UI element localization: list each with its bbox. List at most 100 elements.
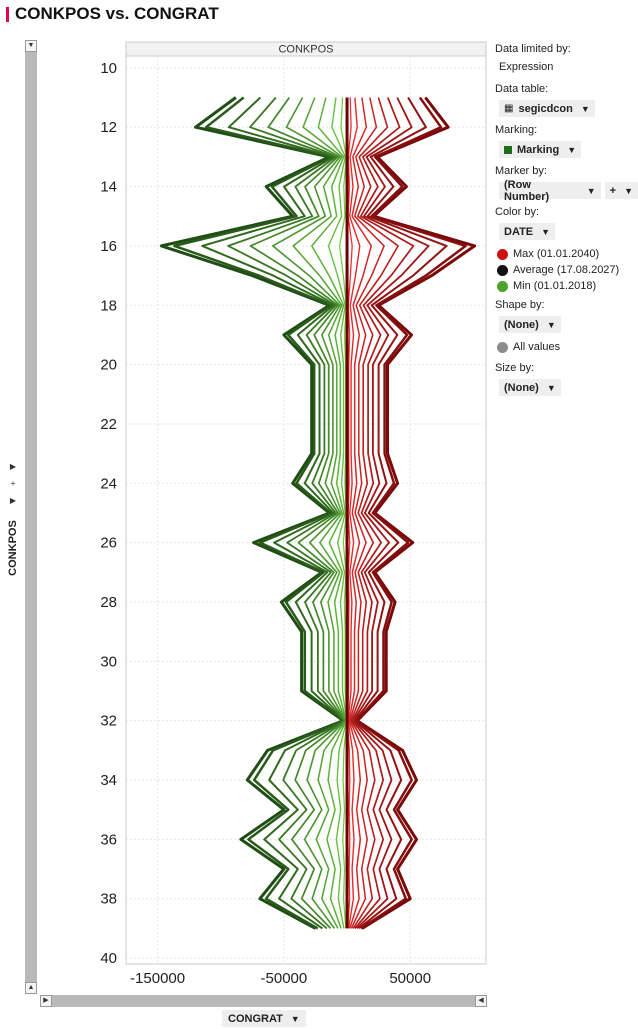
title-accent xyxy=(6,6,9,22)
marker-by-add: + xyxy=(609,184,617,197)
panel-title: CONKPOS xyxy=(278,44,333,56)
y-tick-label: 40 xyxy=(100,950,117,967)
x-tick-label: -150000 xyxy=(130,970,185,987)
y-tick-label: 32 xyxy=(100,713,117,730)
color-dot-icon xyxy=(497,248,508,260)
green-series-line xyxy=(327,97,348,929)
y-tick-label: 18 xyxy=(100,297,117,314)
axis-collapse-icon[interactable]: ▶ xyxy=(9,496,17,505)
y-tick-label: 38 xyxy=(100,891,117,908)
legend-panel: Data limited by: Expression Data table: … xyxy=(495,42,638,402)
chevron-down-icon: ▼ xyxy=(567,144,577,155)
color-by-value: DATE xyxy=(504,225,534,238)
legend-item-label: Average (17.08.2027) xyxy=(513,264,620,276)
red-series-line xyxy=(350,97,399,929)
y-tick-label: 30 xyxy=(100,653,117,670)
marking-dropdown[interactable]: Marking ▼ xyxy=(499,141,582,158)
axis-add-icon[interactable]: + xyxy=(10,479,16,488)
chevron-down-icon: ▼ xyxy=(580,103,590,114)
y-tick-label: 12 xyxy=(100,119,117,136)
legend-item-min[interactable]: Min (01.01.2018) xyxy=(497,278,638,294)
green-series-line xyxy=(201,96,346,930)
y-tick-label: 20 xyxy=(100,357,117,374)
legend-item-label: Max (01.01.2040) xyxy=(513,248,600,260)
chevron-down-icon: ▼ xyxy=(546,319,556,330)
axis-ticks: 10 12 14 16 18 20 22 24 26 28 30 32 34 36 38 40 -150000 -… xyxy=(100,60,431,987)
shape-dot-icon xyxy=(497,341,508,353)
color-dot-icon xyxy=(497,280,508,292)
red-series-line xyxy=(348,97,373,929)
plot-frame xyxy=(125,55,487,965)
green-series-line xyxy=(292,97,347,929)
legend-item-max[interactable]: Max (01.01.2040) xyxy=(497,246,638,262)
line-chart: CONKPOS 10 12 14 16 18 20 22 24 26 28 30 32 34 36 38 40… xyxy=(100,41,487,987)
y-tick-label: 36 xyxy=(100,831,117,848)
visualization-title: CONKPOS vs. CONGRAT xyxy=(6,4,219,24)
red-series-line xyxy=(352,97,430,930)
chevron-down-icon: ▼ xyxy=(541,226,551,237)
red-series-line xyxy=(347,97,361,929)
x-axis-selector[interactable]: CONGRAT ▼ xyxy=(222,1010,306,1027)
red-series-line xyxy=(351,97,415,929)
red-series-line xyxy=(353,96,448,930)
chevron-down-icon: ▼ xyxy=(546,382,556,393)
scroll-right-icon[interactable]: ◀ xyxy=(475,995,487,1007)
scroll-down-icon[interactable]: ▲ xyxy=(25,982,37,994)
table-icon: ▦ xyxy=(504,103,514,114)
grid xyxy=(126,56,486,964)
scroll-up-icon[interactable]: ▼ xyxy=(25,40,37,52)
size-by-label: Size by: xyxy=(495,362,535,374)
green-series-line xyxy=(173,96,345,930)
green-series-line xyxy=(249,97,346,929)
data-limited-label: Data limited by: xyxy=(495,43,571,55)
chevron-down-icon: ▼ xyxy=(290,1013,300,1024)
size-by-dropdown[interactable]: (None) ▼ xyxy=(499,379,561,396)
y-tick-label: 22 xyxy=(100,416,117,433)
y-tick-label: 24 xyxy=(100,475,117,492)
y-tick-label: 28 xyxy=(100,594,117,611)
marking-value: Marking xyxy=(517,143,560,156)
legend-item-label: All values xyxy=(513,341,561,353)
green-series-line xyxy=(311,97,348,929)
green-series-line xyxy=(272,97,347,929)
title-text: CONKPOS vs. CONGRAT xyxy=(15,4,219,23)
size-by-value: (None) xyxy=(504,381,539,394)
legend-item-all-values[interactable]: All values xyxy=(497,339,638,355)
axis-expand-icon[interactable]: ▶ xyxy=(9,462,17,471)
shape-by-dropdown[interactable]: (None) ▼ xyxy=(499,316,561,333)
y-axis-controls: ▶ + ▶ xyxy=(6,458,20,509)
chevron-down-icon: ▼ xyxy=(624,185,633,196)
color-dot-icon xyxy=(497,264,508,276)
red-series-line xyxy=(355,96,467,930)
marking-label: Marking: xyxy=(495,124,538,136)
y-tick-label: 16 xyxy=(100,238,117,255)
vertical-scrollbar[interactable] xyxy=(25,40,37,994)
chevron-down-icon: ▼ xyxy=(586,185,596,196)
horizontal-scrollbar[interactable] xyxy=(40,995,487,1007)
x-tick-label: 50000 xyxy=(389,970,431,987)
shape-by-value: (None) xyxy=(504,318,539,331)
data-table-label: Data table: xyxy=(495,83,549,95)
marker-by-add-dropdown[interactable]: + ▼ xyxy=(604,182,638,199)
data-limited-value[interactable]: Expression xyxy=(499,61,554,73)
series-lines xyxy=(159,96,477,930)
x-tick-label: -50000 xyxy=(261,970,308,987)
color-by-dropdown[interactable]: DATE ▼ xyxy=(499,223,556,240)
scroll-left-icon[interactable]: ▶ xyxy=(40,995,52,1007)
y-tick-label: 26 xyxy=(100,535,117,552)
data-table-value: segicdcon xyxy=(518,102,573,115)
marking-swatch xyxy=(504,145,512,154)
green-series-line xyxy=(227,96,346,930)
red-series-line xyxy=(349,97,385,929)
x-axis-label: CONGRAT xyxy=(228,1012,283,1025)
color-by-label: Color by: xyxy=(495,206,540,218)
y-tick-label: 14 xyxy=(100,179,117,196)
data-table-dropdown[interactable]: ▦ segicdcon ▼ xyxy=(499,100,595,117)
legend-item-average[interactable]: Average (17.08.2027) xyxy=(497,262,638,278)
legend-item-label: Min (01.01.2018) xyxy=(513,280,597,292)
y-tick-label: 10 xyxy=(100,60,117,77)
marker-by-dropdown[interactable]: (Row Number) ▼ xyxy=(499,179,601,203)
y-tick-label: 34 xyxy=(100,772,117,789)
marker-by-value: (Row Number) xyxy=(504,178,550,203)
shape-by-label: Shape by: xyxy=(495,299,545,311)
